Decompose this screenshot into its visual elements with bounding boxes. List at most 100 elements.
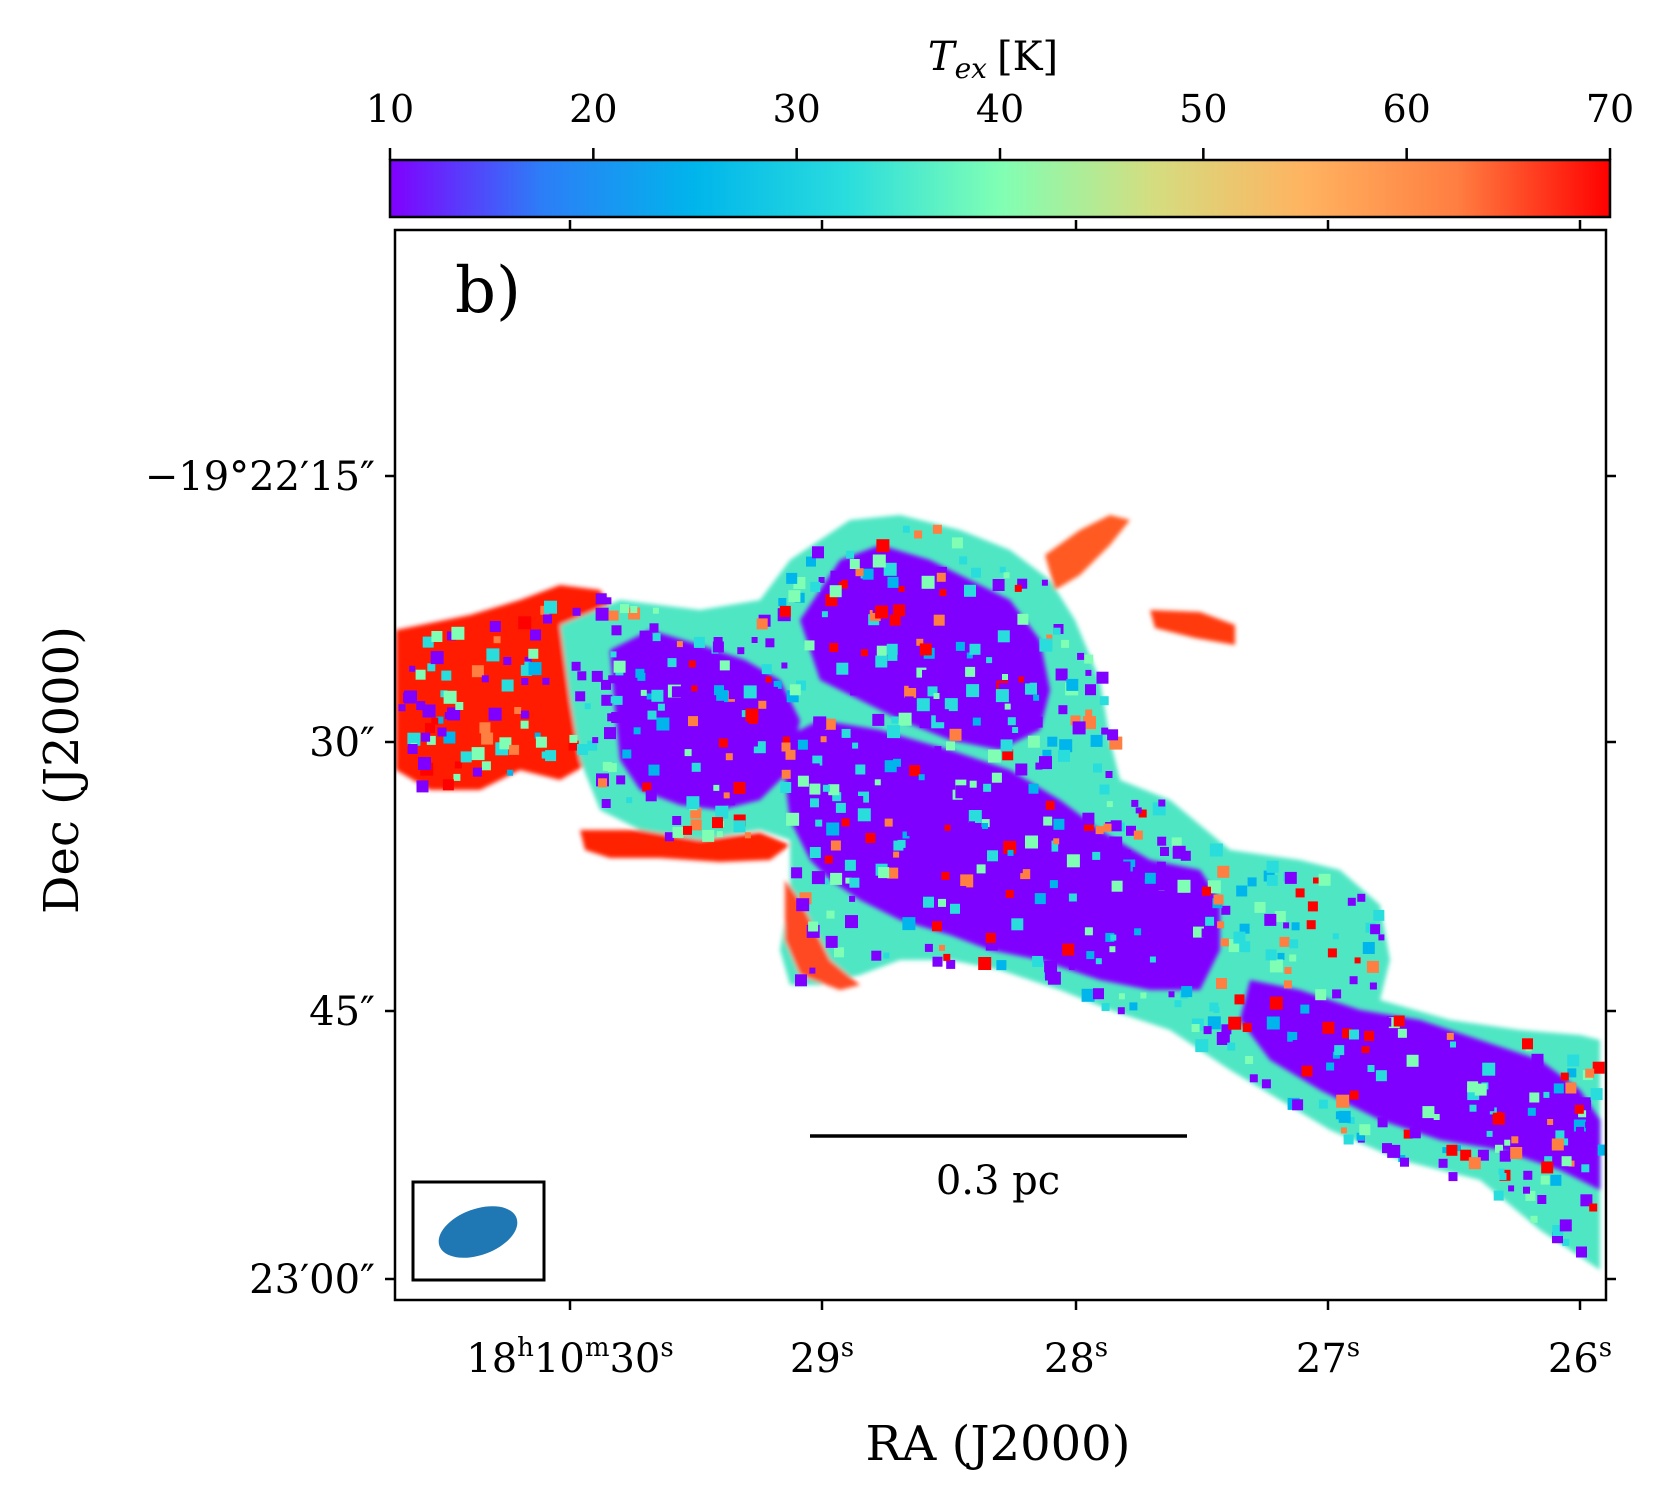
map-pixel <box>950 903 960 914</box>
map-pixel <box>916 698 930 712</box>
map-pixel <box>924 806 935 817</box>
map-pixel <box>845 877 852 884</box>
map-pixel <box>1085 684 1096 696</box>
map-pixel <box>1562 1238 1570 1246</box>
map-pixel <box>1236 885 1248 897</box>
map-pixel <box>501 679 514 692</box>
map-pixel <box>544 600 557 614</box>
map-pixel <box>1043 816 1053 826</box>
map-pixel <box>1326 1062 1335 1071</box>
map-pixel <box>1111 880 1123 892</box>
map-pixel <box>1274 911 1286 922</box>
map-pixel <box>442 779 454 791</box>
map-pixel <box>1522 1038 1533 1050</box>
map-pixel <box>1083 820 1094 831</box>
map-pixel <box>955 779 967 791</box>
map-pixel <box>1470 1058 1478 1066</box>
map-pixel <box>1382 1017 1392 1027</box>
map-pixel <box>1560 1072 1569 1081</box>
map-pixel <box>1072 915 1085 928</box>
map-pixel <box>810 581 821 592</box>
map-pixel <box>1378 934 1385 941</box>
map-pixel <box>976 864 986 874</box>
map-pixel <box>649 623 659 633</box>
map-pixel <box>1093 763 1102 773</box>
map-pixel <box>777 719 788 730</box>
map-pixel <box>616 775 626 785</box>
map-pixel <box>718 738 728 748</box>
map-pixel <box>1266 1016 1280 1030</box>
map-pixel <box>1066 854 1080 868</box>
x-tick-label-1-h: h <box>517 1333 534 1363</box>
map-pixel <box>471 665 484 678</box>
map-pixel <box>822 878 829 885</box>
map-pixel <box>577 671 587 681</box>
map-pixel <box>608 610 619 621</box>
map-pixel <box>737 647 745 655</box>
map-pixel <box>1301 1065 1313 1077</box>
map-pixel <box>427 663 436 672</box>
map-pixel <box>855 568 864 577</box>
map-pixel <box>1332 1051 1340 1059</box>
map-pixel <box>1552 1225 1564 1236</box>
map-pixel <box>648 764 660 776</box>
map-pixel <box>966 652 973 659</box>
map-pixel <box>1239 941 1251 953</box>
map-pixel <box>1541 1161 1554 1174</box>
map-pixel <box>1002 749 1014 761</box>
map-pixel <box>716 831 723 838</box>
map-pixel <box>1234 994 1245 1005</box>
map-pixel <box>1368 1042 1380 1055</box>
map-pixel <box>1300 1004 1310 1014</box>
map-pixel <box>1283 922 1290 929</box>
map-pixel <box>520 664 532 676</box>
x-tick-label-3-s: s <box>1095 1333 1108 1363</box>
map-pixel <box>415 669 426 680</box>
map-pixel <box>898 585 905 592</box>
map-pixel <box>568 740 579 751</box>
map-pixel <box>893 758 901 767</box>
map-pixel <box>1264 913 1277 926</box>
x-tick-label-1-s: s <box>660 1333 673 1363</box>
map-pixel <box>453 773 461 781</box>
map-pixel <box>1053 627 1061 635</box>
map-pixel <box>1217 865 1230 878</box>
map-pixel <box>572 607 581 616</box>
map-pixel <box>813 716 827 730</box>
map-pixel <box>785 749 796 760</box>
map-pixel <box>821 611 828 618</box>
map-pixel <box>1249 1074 1258 1083</box>
map-pixel <box>1468 1157 1481 1170</box>
map-pixel <box>1126 825 1136 836</box>
map-pixel <box>889 614 901 626</box>
map-pixel <box>584 703 591 710</box>
map-pixel <box>1058 705 1068 715</box>
map-pixel <box>1446 1032 1454 1040</box>
axes-frame <box>393 228 1608 1302</box>
map-pixel <box>1498 1168 1505 1175</box>
x-tick-label-4: 27s <box>1296 1333 1360 1382</box>
y-tick-label-1: −19°22′15″ <box>145 454 375 500</box>
map-pixel <box>944 824 951 831</box>
map-pixel <box>528 662 542 676</box>
map-pixel <box>1061 639 1070 648</box>
map-pixel <box>422 636 434 648</box>
map-pixel <box>955 886 967 897</box>
map-pixel <box>862 568 874 580</box>
map-pixel <box>918 774 925 781</box>
map-pixel <box>592 737 599 744</box>
map-pixel <box>874 779 881 786</box>
map-pixel <box>876 539 890 553</box>
map-pixel <box>791 867 803 879</box>
map-pixel <box>1093 988 1104 1000</box>
map-pixel <box>1203 1026 1212 1035</box>
map-pixel <box>1024 888 1033 897</box>
map-pixel <box>1338 1110 1351 1123</box>
map-pixel <box>541 751 549 759</box>
map-pixel <box>809 783 821 795</box>
map-pixel <box>416 780 429 793</box>
map-pixel <box>1340 1127 1347 1134</box>
map-pixel <box>398 704 406 712</box>
map-pixel <box>1310 1048 1318 1056</box>
map-pixel <box>1027 735 1040 748</box>
